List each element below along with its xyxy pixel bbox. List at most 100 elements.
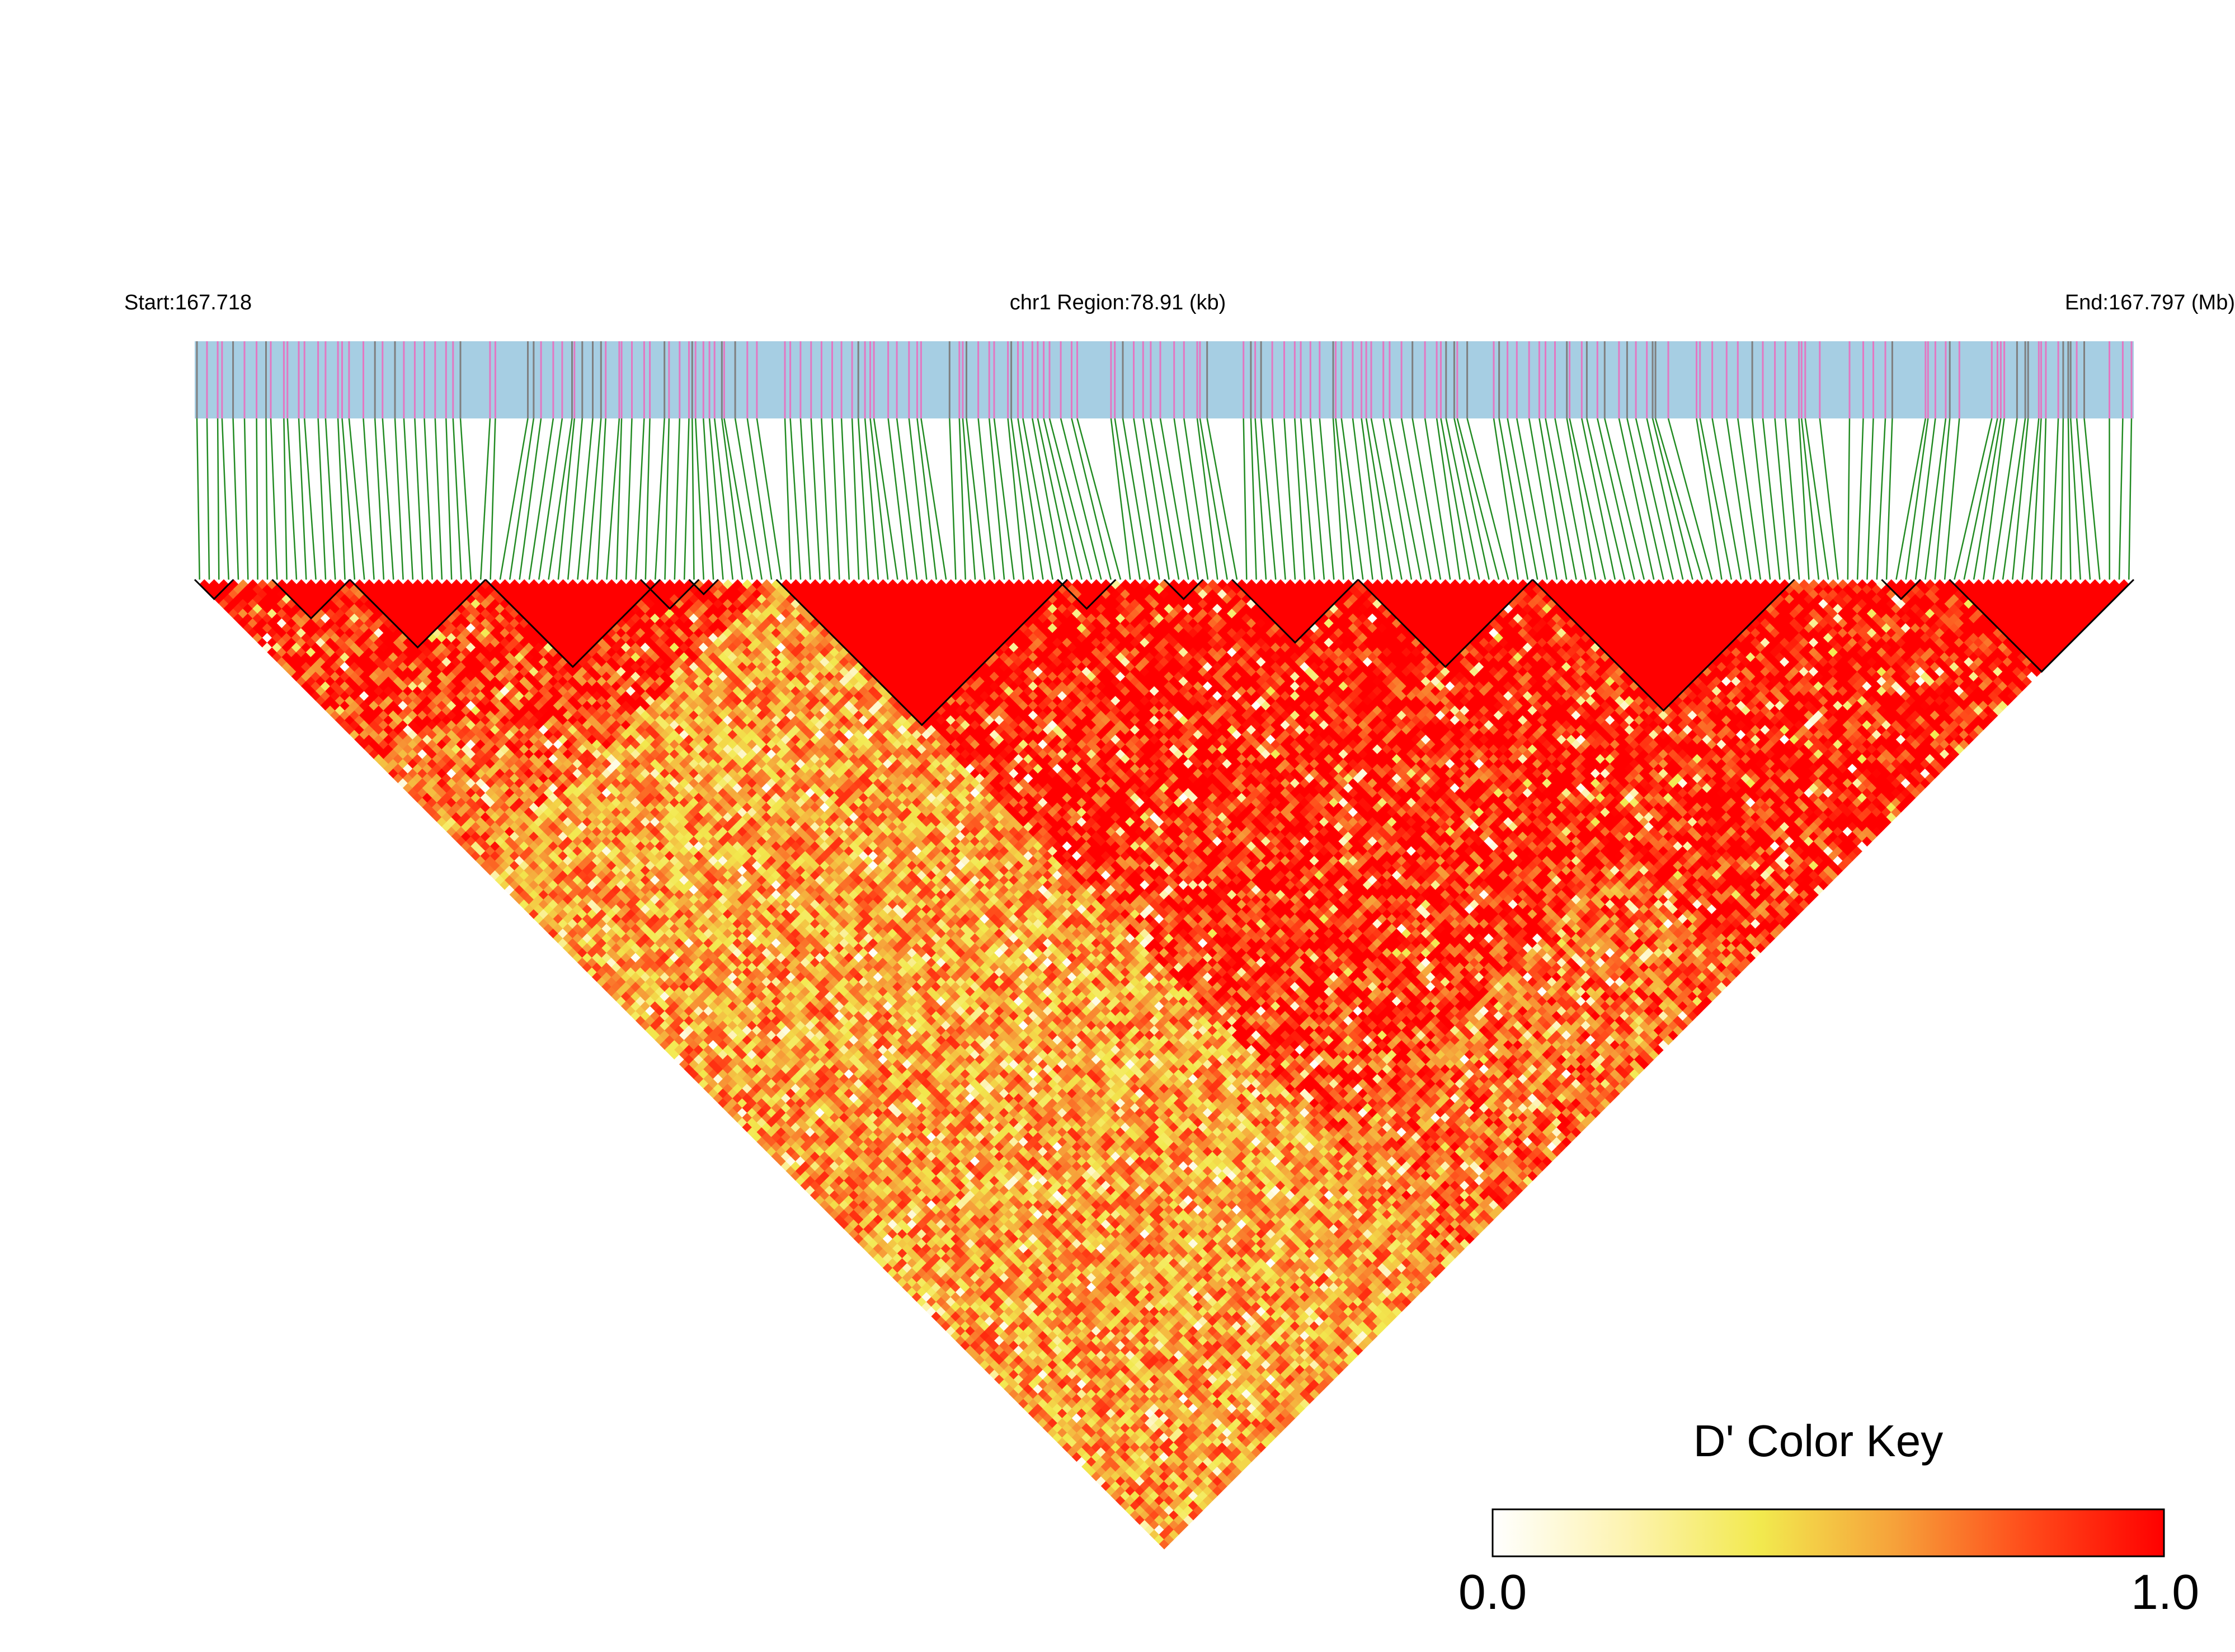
snp-connector	[2002, 418, 2026, 580]
snp-connector	[1332, 418, 1344, 580]
ld-cell	[655, 1015, 666, 1026]
snp-connector	[789, 418, 802, 580]
snp-connector	[1150, 418, 1180, 580]
ld-cell	[820, 1141, 830, 1152]
ld-cell	[989, 1321, 1000, 1331]
snp-connector	[270, 418, 278, 580]
ld-cell	[1013, 1364, 1024, 1375]
snp-connector	[799, 418, 811, 580]
ld-cell	[849, 1209, 859, 1220]
ld-cell	[422, 783, 433, 793]
ld-cell	[587, 918, 597, 929]
snp-connector	[1983, 418, 2005, 580]
ld-cell	[519, 850, 530, 862]
ld-cell	[296, 657, 307, 667]
snp-connector	[988, 418, 1005, 580]
snp-connector	[528, 418, 554, 580]
snp-connector	[625, 418, 633, 580]
ld-cell	[558, 909, 568, 920]
snp-connector	[1914, 418, 1936, 580]
snp-connector	[683, 418, 690, 580]
ld-cell	[780, 1103, 792, 1113]
ld-cell	[916, 1238, 927, 1249]
ld-cell	[1057, 1379, 1068, 1390]
snp-connector	[286, 418, 298, 580]
snp-connector	[1516, 418, 1548, 580]
snp-connector	[810, 418, 821, 580]
ld-cell	[616, 947, 627, 958]
snp-connector	[1456, 418, 1500, 580]
snp-connector	[434, 418, 443, 580]
snp-connector	[1699, 418, 1733, 580]
ld-cell	[863, 1223, 874, 1235]
snp-connector	[548, 418, 573, 580]
snp-connector	[691, 418, 695, 580]
snp-connector	[499, 418, 529, 580]
ld-cell	[490, 850, 501, 862]
snp-connector	[2069, 418, 2081, 580]
snp-connector	[1944, 418, 1960, 580]
ld-cell	[907, 1267, 917, 1278]
ld-cell	[698, 1030, 709, 1041]
ld-cell	[669, 1030, 680, 1041]
ld-cell	[349, 700, 360, 711]
ld-cell	[543, 865, 554, 876]
ld-cell	[1042, 1364, 1053, 1375]
ld-cell	[839, 1170, 850, 1182]
ld-cell	[766, 1088, 777, 1099]
snp-connector	[674, 418, 681, 580]
snp-connector	[1866, 418, 1874, 580]
ld-cell	[587, 909, 597, 920]
ld-cell	[340, 700, 350, 711]
ld-cell	[737, 1088, 748, 1099]
ld-cell	[1071, 1432, 1083, 1443]
ld-cell	[296, 618, 307, 629]
snp-connector	[1885, 418, 1893, 580]
snp-connector	[348, 418, 365, 580]
snp-connector	[394, 418, 404, 580]
snp-connector	[2076, 418, 2091, 580]
snp-connector	[1626, 418, 1664, 580]
ld-cell	[737, 1059, 748, 1070]
snp-connector	[1905, 418, 1929, 580]
ld-cell	[853, 1185, 864, 1196]
snp-connector	[1597, 418, 1635, 580]
ld-cell	[1169, 1529, 1179, 1540]
ld-cell	[257, 618, 268, 629]
ld-cell	[780, 1112, 792, 1123]
snp-connector	[206, 418, 210, 580]
ld-cell	[1111, 1461, 1121, 1472]
snp-connector	[1726, 418, 1752, 580]
ld-cell	[1062, 1432, 1072, 1443]
snp-connector	[1335, 418, 1354, 580]
snp-connector	[1133, 418, 1160, 580]
snp-connector	[363, 418, 375, 580]
snp-track	[195, 341, 2134, 418]
snp-connector	[337, 418, 346, 580]
snp-connector	[840, 418, 850, 580]
snp-connector	[445, 418, 453, 580]
snp-connector	[1667, 418, 1713, 580]
snp-connector	[723, 418, 753, 580]
ld-cell	[975, 1335, 985, 1346]
ld-heatmap-cells	[199, 579, 2129, 1550]
snp-connector	[317, 418, 327, 580]
ld-cell	[878, 1238, 888, 1249]
ld-cell	[1057, 1418, 1068, 1428]
ld-cell	[1100, 1461, 1112, 1472]
ld-cell	[543, 894, 554, 905]
snp-connector	[1800, 418, 1820, 580]
snp-connector	[1696, 418, 1723, 580]
snp-connector	[1635, 418, 1674, 580]
snp-connector	[596, 418, 606, 580]
snp-connector	[1618, 418, 1655, 580]
snp-connector	[283, 418, 288, 580]
ld-cell	[505, 836, 515, 847]
ld-cell	[849, 1170, 859, 1182]
snp-connector	[916, 418, 937, 580]
ld-cell	[446, 797, 457, 808]
ld-cell	[1004, 1335, 1014, 1346]
snp-connector	[1445, 418, 1480, 580]
ld-cell	[1125, 1447, 1136, 1457]
